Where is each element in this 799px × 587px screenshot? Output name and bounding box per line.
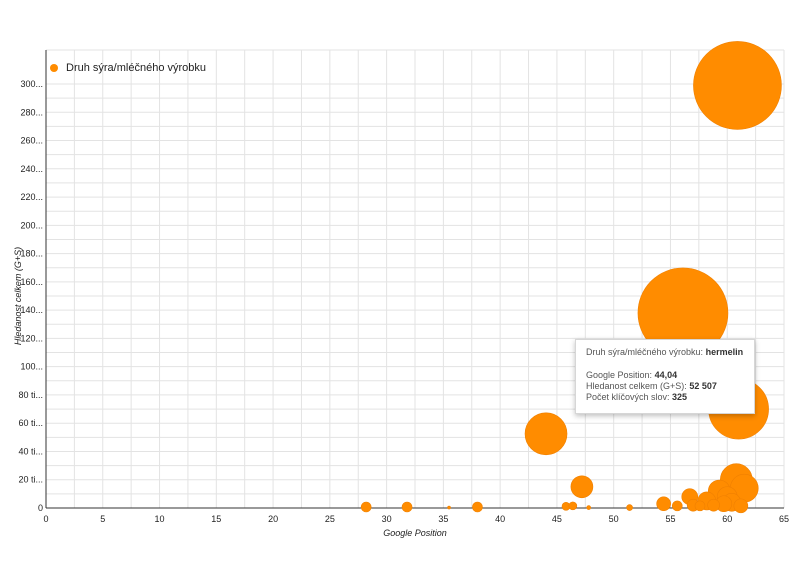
tooltip-position-label: Google Position: [586,370,653,380]
x-axis-title: Google Position [383,528,447,538]
tooltip-keywords-value: 325 [672,392,688,402]
bubble-point[interactable] [360,501,372,513]
bubble-point[interactable] [524,412,568,456]
y-tick-label: 100... [20,362,43,372]
legend-label: Druh sýra/mléčného výrobku [66,62,207,74]
x-tick-label: 65 [779,514,789,524]
tooltip-title: Druh sýra/mléčného výrobku: hermelin [586,348,744,357]
bubble-point[interactable] [401,501,413,513]
x-tick-label: 20 [268,514,278,524]
x-axis-ticks: 0 5 10 15 20 25 30 35 40 45 50 55 60 65 [43,514,789,524]
bubble-point[interactable] [472,501,483,513]
y-tick-label: 0 [38,503,43,513]
bubble-point[interactable] [707,498,720,512]
y-tick-label: 180... [20,249,43,259]
bubble-point[interactable] [570,475,594,499]
y-axis-title: Hledanost celkem (G+S) [13,247,23,345]
chart-legend[interactable]: Druh sýra/mléčného výrobku [50,62,206,74]
x-tick-label: 5 [100,514,105,524]
y-axis-ticks: 0 20 ti... 40 ti... 60 ti... 80 ti... 100... 1… [18,79,43,513]
x-tick-label: 45 [552,514,562,524]
tooltip-title-value: hermelin [705,347,744,357]
tooltip-keywords-label: Počet klíčových slov: [586,392,670,402]
x-tick-label: 40 [495,514,505,524]
tooltip-line-keywords: Počet klíčových slov: 325 [586,393,744,402]
bubble-point[interactable] [568,501,578,511]
x-tick-label: 55 [665,514,675,524]
bubble-point[interactable] [447,505,451,510]
x-tick-label: 10 [155,514,165,524]
tooltip-position-value: 44,04 [654,370,678,380]
y-tick-label: 60 ti... [18,418,43,428]
y-tick-label: 300... [20,79,43,89]
bubble-point[interactable] [694,500,706,512]
bubble-point[interactable] [693,41,782,130]
x-tick-label: 50 [609,514,619,524]
y-tick-label: 280... [20,107,43,117]
bubble-point[interactable] [671,500,683,512]
tooltip-search-label: Hledanost celkem (G+S): [586,381,687,391]
bubble-point[interactable] [656,496,671,512]
bubbles [360,41,782,514]
x-tick-label: 15 [211,514,221,524]
x-tick-label: 30 [382,514,392,524]
legend-swatch-icon [50,64,58,72]
bubble-tooltip: Druh sýra/mléčného výrobku: hermelin Goo… [575,339,755,414]
x-tick-label: 35 [438,514,448,524]
y-tick-label: 200... [20,220,43,230]
y-tick-label: 240... [20,164,43,174]
y-tick-label: 20 ti... [18,475,43,485]
tooltip-title-label: Druh sýra/mléčného výrobku: [586,347,704,357]
bubble-point[interactable] [586,505,592,510]
tooltip-search-value: 52 507 [689,381,717,391]
tooltip-line-position: Google Position: 44,04 [586,371,744,380]
bubble-point[interactable] [733,498,749,514]
y-tick-label: 40 ti... [18,446,43,456]
bubble-point[interactable] [626,504,633,511]
y-tick-label: 260... [20,136,43,146]
y-tick-label: 120... [20,333,43,343]
y-tick-label: 220... [20,192,43,202]
tooltip-line-search: Hledanost celkem (G+S): 52 507 [586,382,744,391]
y-tick-label: 160... [20,277,43,287]
y-tick-label: 80 ti... [18,390,43,400]
x-tick-label: 25 [325,514,335,524]
x-tick-label: 60 [722,514,732,524]
y-tick-label: 140... [20,305,43,315]
x-tick-label: 0 [43,514,48,524]
